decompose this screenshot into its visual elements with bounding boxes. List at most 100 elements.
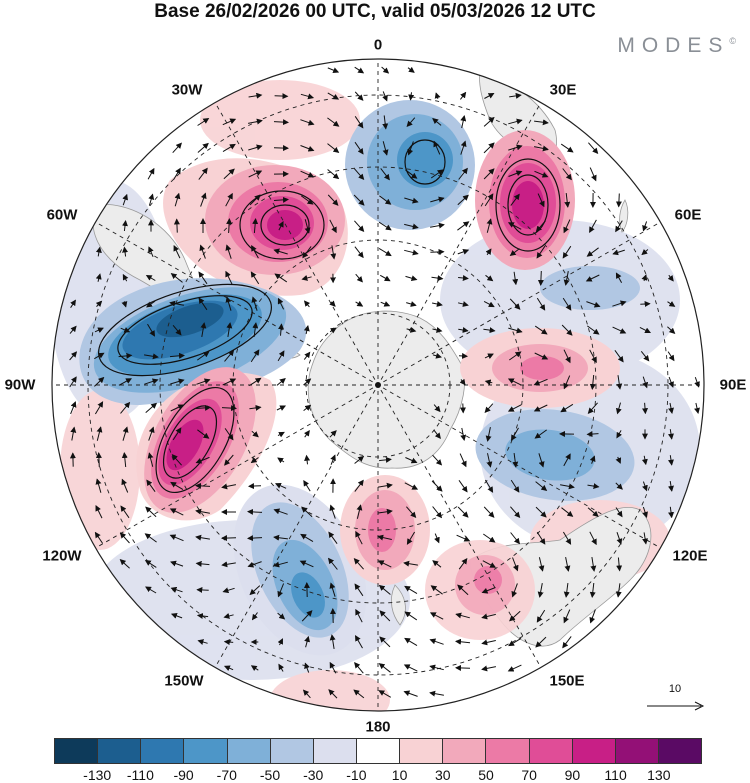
wind-vector bbox=[327, 117, 340, 127]
wind-vector bbox=[434, 533, 440, 544]
wind-vector bbox=[95, 300, 103, 308]
wind-vector bbox=[510, 506, 521, 519]
wind-vector bbox=[404, 585, 418, 595]
wind-vector bbox=[562, 245, 572, 259]
wind-vector bbox=[668, 402, 674, 414]
wind-vector bbox=[223, 613, 234, 619]
wind-vector bbox=[225, 192, 233, 207]
wind-vector bbox=[171, 454, 182, 466]
wind-vector bbox=[458, 275, 469, 281]
wind-vector bbox=[247, 508, 263, 515]
wind-vector bbox=[589, 455, 596, 464]
wind-vector bbox=[535, 636, 547, 648]
wind-vector bbox=[354, 455, 365, 464]
wind-vector bbox=[429, 612, 444, 620]
wind-vector bbox=[612, 249, 625, 256]
wind-vector bbox=[642, 532, 649, 545]
wind-vector bbox=[273, 196, 289, 203]
wind-vector bbox=[563, 583, 570, 598]
wind-vector bbox=[382, 91, 388, 102]
wind-vector bbox=[354, 662, 364, 674]
wind-vector bbox=[304, 635, 310, 648]
wind-vector bbox=[615, 583, 622, 598]
wind-vector bbox=[590, 557, 597, 572]
wind-vector bbox=[486, 218, 493, 233]
wind-vector bbox=[122, 426, 129, 441]
wind-vector bbox=[329, 634, 336, 649]
wind-vector bbox=[379, 456, 392, 463]
wind-vector bbox=[303, 378, 312, 386]
wind-vector bbox=[537, 193, 545, 208]
wind-vector bbox=[70, 426, 77, 441]
colorbar-segment bbox=[658, 739, 702, 763]
wind-vector bbox=[145, 402, 158, 413]
wind-vector bbox=[563, 271, 570, 286]
wind-vector bbox=[300, 145, 315, 152]
wind-vector bbox=[407, 66, 415, 73]
wind-vector bbox=[667, 301, 676, 307]
wind-vector bbox=[249, 404, 262, 411]
wind-vector bbox=[119, 532, 130, 544]
wind-vector bbox=[327, 169, 340, 180]
wind-vector bbox=[511, 427, 519, 441]
colorbar-ticks: -130 -110 -90 -70 -50 -30 -10 10 30 50 70 90 110 130 bbox=[54, 767, 702, 783]
wind-vector bbox=[144, 560, 157, 568]
wind-vector bbox=[200, 322, 207, 337]
wind-vector bbox=[589, 582, 596, 598]
wind-vector bbox=[378, 690, 392, 698]
wind-vector bbox=[589, 609, 596, 624]
wind-vector bbox=[538, 557, 545, 572]
brand-logo: MODES© bbox=[617, 34, 736, 58]
wind-vector bbox=[222, 143, 236, 153]
wind-vector bbox=[508, 637, 522, 647]
colorbar-tick-label: 30 bbox=[435, 767, 451, 783]
wind-vector bbox=[668, 506, 675, 519]
wind-vector bbox=[277, 638, 283, 646]
lon-label-60w: 60W bbox=[46, 206, 78, 224]
wind-vector bbox=[534, 325, 548, 335]
wind-vector bbox=[616, 557, 623, 572]
wind-vector bbox=[538, 453, 545, 468]
wind-vector bbox=[484, 193, 494, 207]
wind-vector bbox=[667, 274, 674, 282]
wind-vector bbox=[537, 583, 544, 598]
wind-vector bbox=[432, 117, 442, 126]
wind-vector bbox=[197, 142, 209, 153]
wind-vector bbox=[118, 378, 132, 386]
wind-vector bbox=[432, 454, 443, 466]
wind-vector bbox=[534, 145, 549, 152]
wind-vector bbox=[300, 170, 315, 178]
colorbar-segment bbox=[313, 739, 357, 763]
wind-vector bbox=[94, 531, 104, 544]
wind-vector bbox=[300, 533, 314, 543]
wind-vector bbox=[457, 248, 470, 255]
wind-vector bbox=[223, 168, 235, 180]
wind-vector bbox=[588, 142, 599, 155]
wind-vector bbox=[406, 117, 416, 128]
wind-vector bbox=[404, 637, 418, 647]
wind-vector bbox=[382, 115, 389, 130]
wind-vector bbox=[510, 193, 520, 206]
wind-vector bbox=[247, 535, 263, 542]
wind-vector bbox=[223, 665, 234, 671]
wind-vector bbox=[354, 246, 364, 259]
wind-vector bbox=[330, 454, 336, 465]
wind-vector bbox=[198, 167, 208, 180]
wind-vector bbox=[432, 506, 443, 519]
wind-vector bbox=[511, 583, 518, 598]
map-title: Base 26/02/2026 00 UTC, valid 05/03/2026… bbox=[154, 1, 596, 22]
lon-label-150w: 150W bbox=[164, 672, 204, 690]
wind-vector bbox=[121, 478, 129, 493]
south-pole-marker bbox=[375, 382, 381, 388]
wind-vector bbox=[430, 585, 443, 595]
wind-vector bbox=[460, 427, 467, 441]
wind-vector bbox=[302, 246, 312, 259]
wind-vector bbox=[224, 428, 234, 441]
wind-vector bbox=[224, 454, 234, 466]
wind-vector bbox=[432, 560, 442, 568]
wind-vector bbox=[564, 557, 571, 572]
wind-vector bbox=[222, 118, 237, 126]
wind-vector bbox=[199, 244, 206, 259]
wind-vector bbox=[694, 402, 700, 414]
wind-vector bbox=[330, 245, 337, 260]
